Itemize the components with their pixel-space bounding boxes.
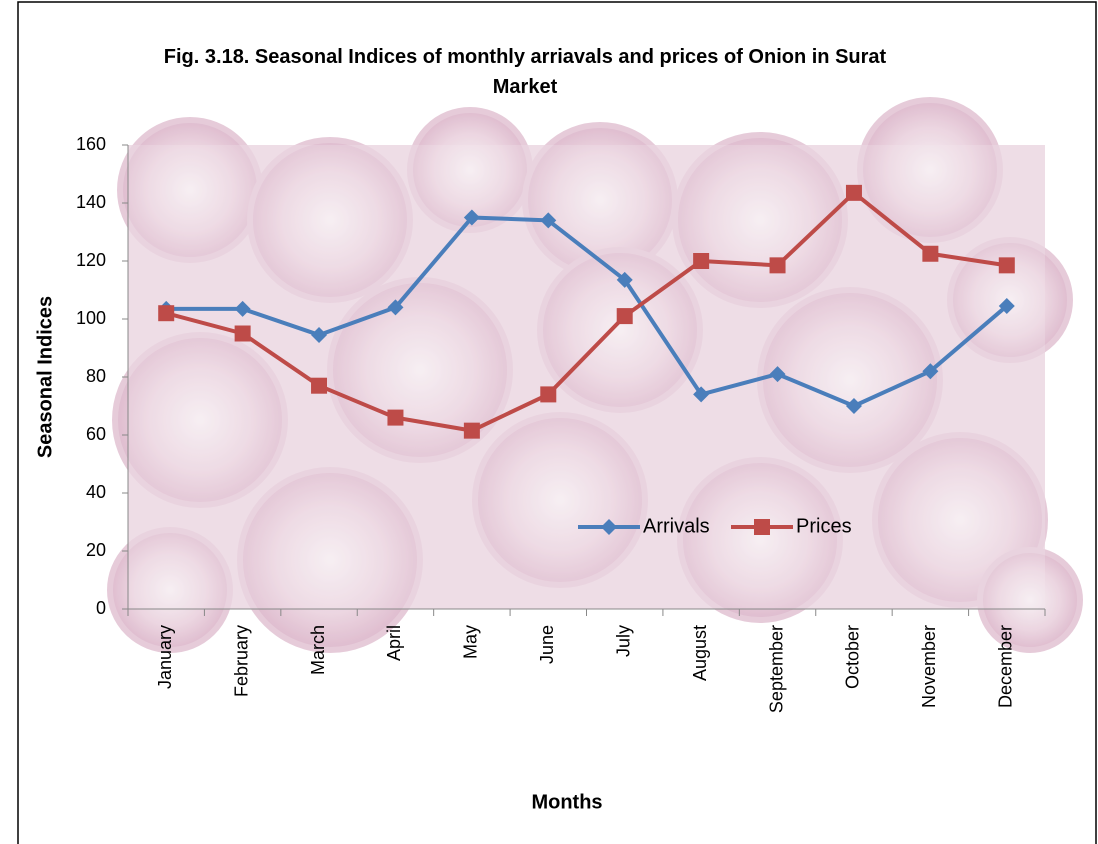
point xyxy=(540,212,557,229)
x-axis-title: Months xyxy=(531,791,602,813)
x-tick-label: May xyxy=(461,625,481,659)
x-tick-label: August xyxy=(690,625,710,681)
point xyxy=(311,377,328,394)
x-tick-label: July xyxy=(613,625,633,657)
point xyxy=(311,326,328,343)
point xyxy=(387,299,404,316)
x-tick-label: November xyxy=(919,625,939,708)
point xyxy=(616,308,633,325)
y-tick-label: 0 xyxy=(96,598,106,618)
legend-label: Prices xyxy=(796,515,852,537)
point xyxy=(463,422,480,439)
x-tick-label: January xyxy=(155,625,175,689)
x-tick-label: December xyxy=(996,625,1016,708)
point xyxy=(922,245,939,262)
series-line xyxy=(166,215,1009,408)
point xyxy=(540,386,557,403)
y-tick-label: 20 xyxy=(86,540,106,560)
point xyxy=(158,305,175,322)
point xyxy=(845,398,862,414)
point xyxy=(998,257,1015,274)
series xyxy=(158,184,1015,439)
point xyxy=(234,325,251,342)
legend-item: Arrivals xyxy=(578,515,710,537)
x-tick-label: March xyxy=(308,625,328,675)
point xyxy=(693,253,710,269)
x-tick-label: June xyxy=(537,625,557,664)
y-tick-label: 160 xyxy=(76,134,106,154)
point xyxy=(845,184,862,201)
point xyxy=(693,386,710,403)
point xyxy=(769,366,786,383)
chart-title: Fig. 3.18. Seasonal Indices of monthly a… xyxy=(163,46,887,98)
series-line xyxy=(165,190,1008,433)
x-tick-label: April xyxy=(384,625,404,661)
point xyxy=(769,257,786,274)
y-tick-label: 100 xyxy=(76,308,106,328)
point xyxy=(754,519,770,535)
point xyxy=(387,409,404,426)
point xyxy=(601,519,617,535)
point xyxy=(463,209,480,226)
y-tick-label: 140 xyxy=(76,192,106,212)
legend-label: Arrivals xyxy=(643,515,710,537)
x-tick-label: September xyxy=(766,625,786,713)
y-axis-title: Seasonal Indices xyxy=(34,296,56,458)
point xyxy=(998,297,1015,314)
y-tick-label: 40 xyxy=(86,482,106,502)
y-tick-label: 120 xyxy=(76,250,106,270)
y-tick-label: 60 xyxy=(86,424,106,444)
point xyxy=(234,300,251,317)
y-tick-label: 80 xyxy=(86,366,106,386)
x-tick-label: October xyxy=(843,625,863,689)
x-tick-label: February xyxy=(231,625,251,697)
legend-item: Prices xyxy=(731,515,852,537)
point xyxy=(922,363,939,380)
point xyxy=(616,271,633,288)
